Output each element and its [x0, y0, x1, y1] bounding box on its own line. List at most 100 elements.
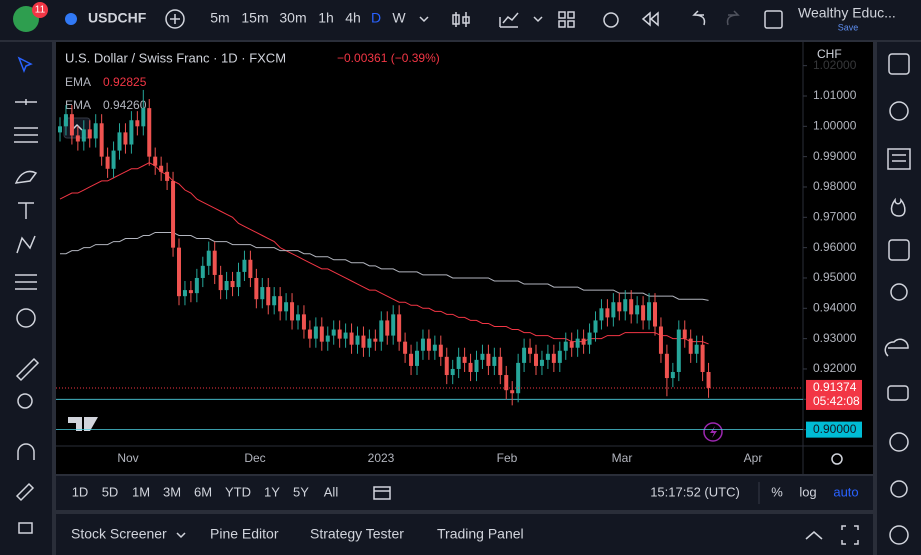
scale-option[interactable]: %	[771, 484, 783, 499]
y-tick-label: 1.01000	[813, 88, 857, 102]
emoji-tool[interactable]	[16, 308, 36, 328]
lock-tool[interactable]	[18, 522, 33, 534]
replay-icon[interactable]	[641, 11, 659, 27]
candle-body	[682, 329, 687, 339]
signal-icon[interactable]	[890, 480, 908, 498]
candle-body	[141, 108, 146, 127]
panel-tab[interactable]: Strategy Tester	[310, 526, 404, 542]
range-button[interactable]: 5D	[102, 484, 119, 499]
range-button[interactable]: 1M	[132, 484, 150, 499]
layout-toggle[interactable]	[764, 10, 783, 29]
interval[interactable]: 1h	[318, 10, 334, 26]
zoom-tool[interactable]	[17, 393, 33, 409]
candle-body	[63, 114, 68, 127]
pen-lock-tool[interactable]	[15, 482, 35, 502]
ruler-tool[interactable]	[15, 357, 40, 382]
interval[interactable]: W	[392, 10, 406, 26]
chart-title: U.S. Dollar / Swiss Franc · 1D · FXCM	[65, 50, 286, 65]
candle-body	[93, 123, 98, 139]
maximize-panel[interactable]	[805, 531, 823, 540]
candles-icon[interactable]	[452, 12, 470, 27]
chevron[interactable]	[176, 532, 186, 539]
level-label-box	[806, 421, 862, 438]
range-button[interactable]: 5Y	[293, 484, 309, 499]
interval[interactable]: 30m	[279, 10, 306, 26]
events-icon[interactable]	[703, 422, 723, 442]
range-button[interactable]: 1D	[72, 484, 89, 499]
interval[interactable]: 4h	[345, 10, 361, 26]
text-tool[interactable]	[18, 202, 34, 219]
scale-option[interactable]: auto	[833, 484, 858, 499]
legend-value: 0.94260	[103, 98, 147, 112]
settings-icon[interactable]	[831, 453, 843, 465]
range-button[interactable]: All	[324, 484, 339, 499]
prediction-tool[interactable]	[15, 274, 37, 290]
currency[interactable]: CHF	[817, 47, 842, 61]
candle-body	[171, 180, 176, 248]
indicators-icon[interactable]	[499, 12, 519, 28]
idea-icon[interactable]	[889, 432, 909, 452]
chat-icon[interactable]	[887, 385, 909, 401]
x-tick-label: Feb	[497, 451, 518, 465]
candle-body	[706, 371, 711, 388]
panel-tab[interactable]: Trading Panel	[437, 526, 524, 542]
right-toolbar	[877, 42, 921, 555]
fib-tool[interactable]	[14, 127, 38, 143]
candle-body	[200, 265, 205, 278]
stream-icon[interactable]	[884, 338, 909, 357]
undo-icon[interactable]	[692, 10, 706, 26]
candle-body	[301, 314, 306, 330]
candle-body	[236, 271, 241, 288]
interval[interactable]: 5m	[210, 10, 229, 26]
candle-body	[516, 362, 521, 394]
symbol[interactable]: USDCHF	[88, 10, 147, 26]
candle-body	[248, 259, 253, 278]
candle-body	[587, 332, 592, 345]
candle-body	[438, 344, 443, 357]
candle-body	[403, 341, 408, 354]
interval[interactable]: 15m	[241, 10, 268, 26]
add-icon[interactable]	[165, 9, 185, 29]
range-button[interactable]: 3M	[163, 484, 181, 499]
left-toolbar	[0, 42, 52, 555]
fullscreen[interactable]	[841, 525, 859, 545]
candle-body	[456, 356, 461, 369]
brush-tool[interactable]	[14, 170, 38, 184]
line-tool[interactable]	[15, 99, 37, 105]
candle-body	[343, 332, 348, 339]
y-tick-label: 0.95000	[813, 270, 857, 284]
panel-tab[interactable]: Pine Editor	[210, 526, 279, 542]
interval[interactable]: D	[371, 10, 381, 26]
layout-icon[interactable]	[558, 11, 575, 28]
save-label[interactable]: Save	[838, 22, 859, 32]
candle-body	[504, 375, 509, 391]
candle-body	[224, 281, 229, 291]
date-range-icon[interactable]	[373, 486, 391, 500]
chevron[interactable]	[533, 16, 543, 23]
panel-tab[interactable]: Stock Screener	[71, 526, 167, 542]
cursor-tool[interactable]	[17, 56, 33, 74]
help-icon[interactable]	[889, 525, 909, 545]
chevron[interactable]	[419, 16, 429, 23]
magnet-tool[interactable]	[17, 443, 35, 460]
account-name[interactable]: Wealthy Educ...	[798, 5, 896, 21]
candle-body	[664, 353, 669, 379]
alerts-icon[interactable]	[889, 101, 909, 121]
news-icon[interactable]	[887, 148, 911, 170]
hotlist-icon[interactable]	[890, 197, 906, 217]
alert-icon[interactable]	[603, 12, 619, 28]
watchlist-icon[interactable]	[888, 53, 910, 75]
candle-body	[159, 165, 164, 172]
range-button[interactable]: 6M	[194, 484, 212, 499]
x-tick-label: Dec	[244, 451, 265, 465]
calendar-icon[interactable]	[888, 239, 910, 261]
candle-body	[325, 335, 330, 342]
ideas-icon[interactable]	[890, 283, 908, 301]
candle-body	[575, 338, 580, 348]
candle-body	[242, 259, 247, 272]
pattern-tool[interactable]	[16, 235, 36, 254]
scale-option[interactable]: log	[799, 484, 816, 499]
range-button[interactable]: 1Y	[264, 484, 280, 499]
range-button[interactable]: YTD	[225, 484, 251, 499]
